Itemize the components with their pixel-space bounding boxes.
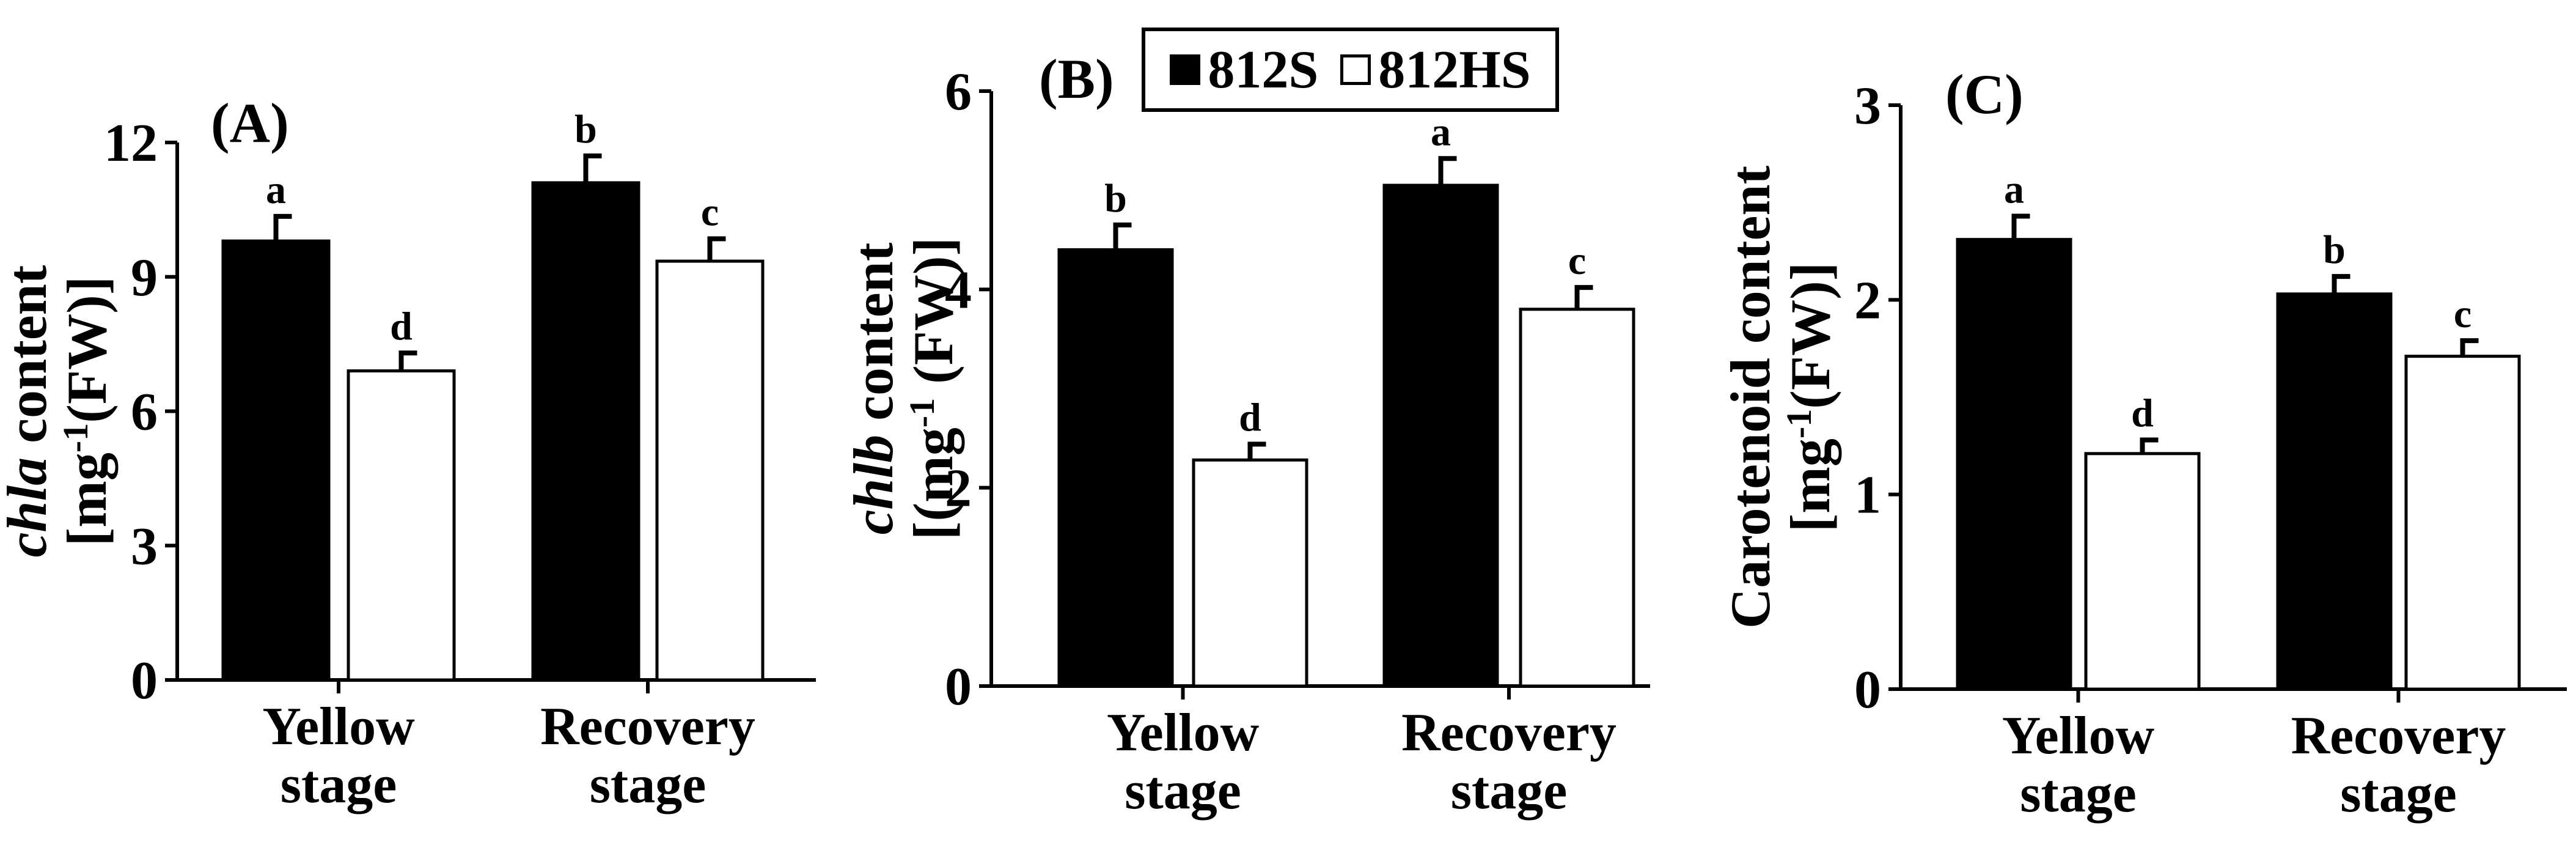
panel-label: (A): [211, 92, 289, 154]
legend-item-812s: 812S: [1170, 39, 1318, 101]
y-tick-label: 2: [945, 459, 972, 519]
y-tick-label: 3: [1854, 76, 1881, 136]
bar-812hs-1: [655, 259, 765, 682]
y-tick-label: 0: [131, 651, 158, 711]
x-tick-label: stage: [590, 755, 706, 814]
panel-label: (B): [1039, 48, 1114, 110]
y-tick-label: 6: [131, 383, 158, 442]
legend-item-812hs: 812HS: [1340, 39, 1531, 101]
x-tick-label: stage: [1125, 761, 1241, 821]
bar-812s-0: [221, 239, 331, 682]
legend-label-812s: 812S: [1208, 40, 1319, 100]
panel-label: (C): [1945, 63, 2024, 125]
y-tick-label: 12: [104, 114, 158, 173]
chart-panel-3: 0123YellowstageRecoverystageabdc(C)Carot…: [1719, 63, 2567, 824]
significance-letter: a: [1431, 109, 1451, 154]
bar-812s-1: [2276, 292, 2393, 691]
significance-letter: a: [266, 168, 286, 212]
x-tick-label: stage: [281, 755, 397, 814]
bar-812hs-0: [1192, 458, 1308, 688]
x-tick-label: stage: [2340, 764, 2457, 824]
x-tick-label: Recovery: [540, 697, 755, 756]
y-axis-unit: [mg-1(FW)]: [56, 276, 118, 547]
significance-letter: c: [701, 190, 719, 234]
x-tick-label: Recovery: [2291, 706, 2506, 766]
y-axis-unit: [(mg-1 (FW)]: [902, 237, 964, 540]
x-tick-label: Yellow: [262, 697, 415, 756]
significance-letter: d: [2131, 391, 2154, 436]
x-tick-label: Recovery: [1401, 703, 1616, 763]
y-tick-label: 0: [945, 657, 972, 717]
bar-812s-0: [1956, 238, 2072, 691]
y-axis-title: Carotenoid content: [1719, 166, 1782, 629]
significance-letter: a: [2004, 167, 2024, 212]
y-axis-unit: [mg-1(FW)]: [1779, 262, 1841, 533]
legend-swatch-812hs: [1340, 54, 1371, 85]
y-tick-label: 9: [131, 248, 158, 308]
chart-panel-2: 0246YellowstageRecoverystagebadc(B)chlb …: [842, 48, 1650, 821]
y-tick-label: 3: [131, 517, 158, 576]
x-tick-label: stage: [1451, 761, 1568, 821]
significance-letter: c: [1568, 238, 1586, 283]
bar-812s-1: [1382, 183, 1499, 688]
y-tick-label: 4: [945, 260, 972, 320]
significance-letter: c: [2454, 292, 2471, 336]
y-tick-label: 2: [1854, 271, 1881, 330]
bar-812s-1: [531, 181, 640, 682]
bar-812hs-1: [1519, 308, 1635, 688]
significance-letter: b: [2323, 227, 2346, 272]
significance-letter: b: [574, 107, 597, 152]
significance-letter: d: [1239, 395, 1261, 440]
x-tick-label: Yellow: [1107, 703, 1260, 763]
bar-812hs-0: [347, 369, 456, 682]
significance-letter: b: [1104, 176, 1127, 221]
x-tick-label: stage: [2020, 764, 2137, 824]
y-tick-label: 0: [1854, 660, 1881, 720]
x-tick-label: Yellow: [2002, 706, 2155, 766]
legend-label-812hs: 812HS: [1378, 40, 1531, 100]
bar-812hs-1: [2404, 355, 2521, 691]
legend: 812S 812HS: [1142, 28, 1559, 112]
bar-812s-0: [1057, 248, 1174, 688]
y-tick-label: 1: [1854, 466, 1881, 525]
legend-swatch-812s: [1170, 54, 1201, 85]
y-tick-label: 6: [945, 62, 972, 122]
chart-panel-1: 036912YellowstageRecoverystageabdc(A)chl…: [0, 92, 816, 814]
bar-812hs-0: [2084, 452, 2201, 691]
y-axis-title: chlb content: [842, 242, 905, 534]
significance-letter: d: [390, 304, 413, 349]
y-axis-title: chla content: [0, 265, 58, 557]
